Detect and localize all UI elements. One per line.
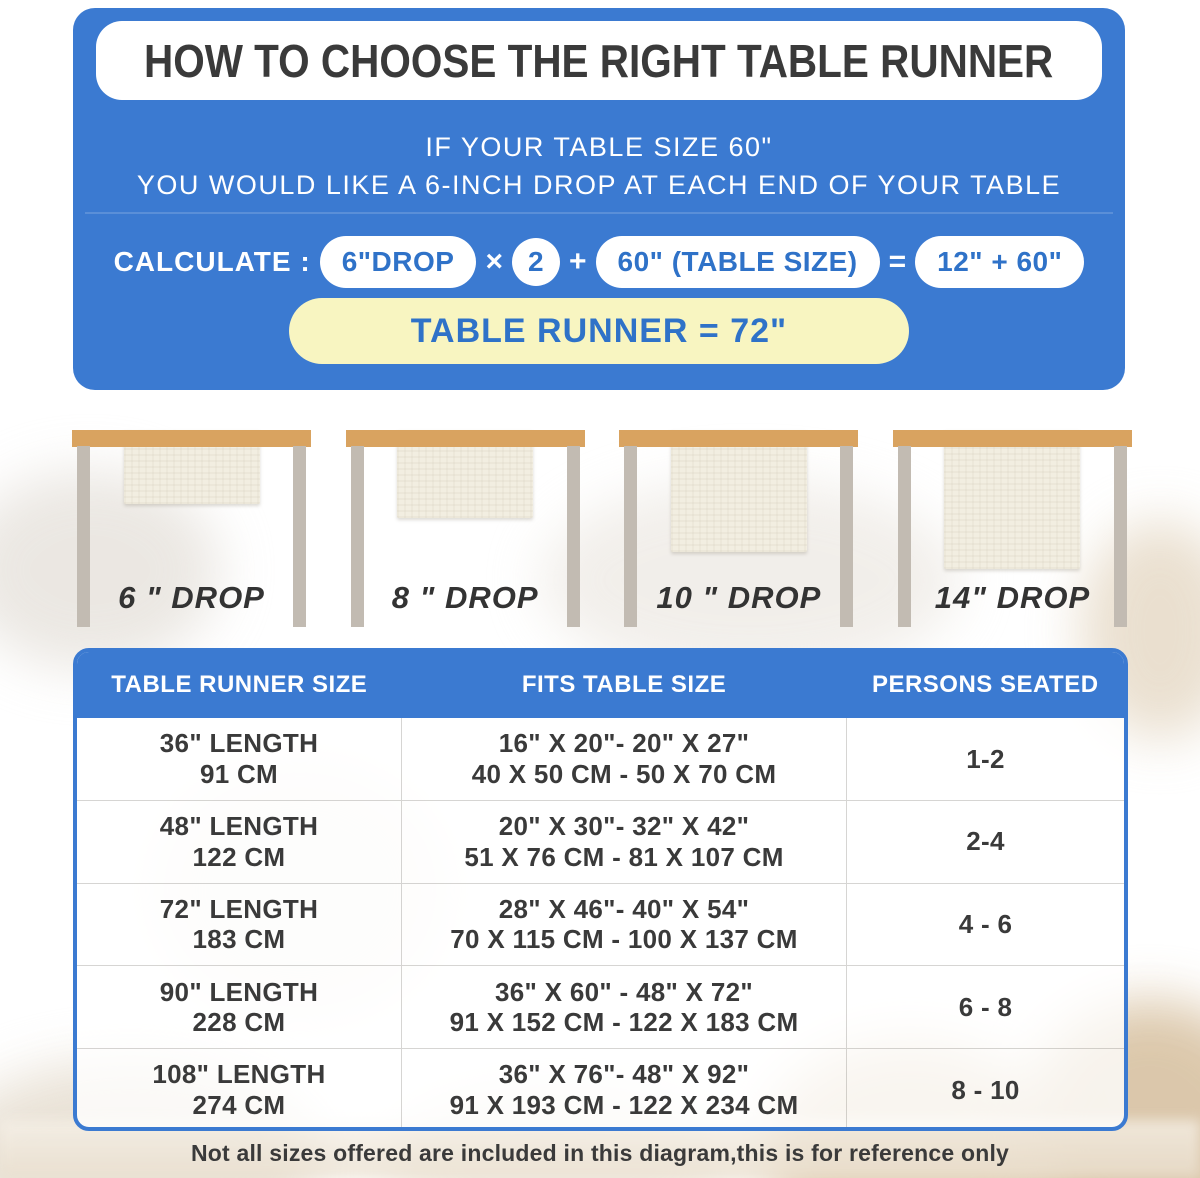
- fits-size-cell: 20" X 30"- 32" X 42" 51 X 76 CM - 81 X 1…: [400, 800, 848, 883]
- drop-illustrations: 6 " DROP 8 " DROP 10 " DROP 14" DROP: [72, 424, 1132, 630]
- column-header-fits-size: FITS TABLE SIZE: [521, 671, 727, 698]
- table-leg: [566, 446, 580, 627]
- runner-size-inches: 48" LENGTH: [159, 811, 319, 842]
- size-reference-table: TABLE RUNNER SIZE FITS TABLE SIZE PERSON…: [73, 648, 1128, 1131]
- tabletop-graphic: [345, 430, 585, 447]
- drop-label: 6 " DROP: [118, 580, 265, 615]
- runner-size-inches: 36" LENGTH: [159, 728, 319, 759]
- runner-size-cell: 90" LENGTH 228 CM: [77, 966, 401, 1048]
- runner-size-inches: 90" LENGTH: [159, 976, 319, 1007]
- table-leg: [293, 446, 306, 627]
- tabletop-graphic: [619, 430, 859, 447]
- calculation-formula: CALCULATE : 6"DROP × 2 + 60" (TABLE SIZE…: [73, 236, 1125, 288]
- persons-cell: 1-2: [966, 743, 1005, 774]
- fits-size-inches: 20" X 30"- 32" X 42": [498, 811, 750, 842]
- fits-size-cm: 91 X 193 CM - 122 X 234 CM: [449, 1090, 799, 1121]
- table-illustration-10in: 10 " DROP: [619, 424, 859, 630]
- persons-cell: 8 - 10: [951, 1074, 1020, 1105]
- runner-size-cell: 108" LENGTH 274 CM: [77, 1049, 401, 1127]
- table-leg: [897, 446, 911, 627]
- table-leg: [1113, 446, 1127, 627]
- subtitle-line-2: YOU WOULD LIKE A 6-INCH DROP AT EACH END…: [136, 170, 1062, 200]
- fits-size-cm: 51 X 76 CM - 81 X 107 CM: [464, 841, 784, 872]
- persons-cell: 6 - 8: [958, 991, 1013, 1022]
- multiply-sign: ×: [485, 245, 503, 278]
- fits-size-cell: 16" X 20"- 20" X 27" 40 X 50 CM - 50 X 7…: [400, 718, 848, 800]
- runner-size-cm: 228 CM: [192, 1007, 286, 1038]
- fits-size-cm: 91 X 152 CM - 122 X 183 CM: [449, 1007, 799, 1038]
- table-size-pill: 60" (TABLE SIZE): [595, 236, 880, 288]
- table-header-row: TABLE RUNNER SIZE FITS TABLE SIZE PERSON…: [77, 652, 1124, 718]
- table-leg: [840, 446, 854, 627]
- table-leg: [624, 446, 638, 627]
- fits-size-inches: 28" X 46"- 40" X 54": [498, 893, 750, 924]
- runner-size-cm: 183 CM: [192, 924, 286, 955]
- calculate-label: CALCULATE :: [113, 246, 311, 277]
- header-divider: [85, 212, 1113, 214]
- fits-size-inches: 36" X 76"- 48" X 92": [498, 1059, 750, 1090]
- drop-value-pill: 6"DROP: [319, 236, 477, 288]
- runner-size-cm: 122 CM: [192, 841, 286, 872]
- tabletop-graphic: [892, 430, 1132, 447]
- runner-size-inches: 72" LENGTH: [159, 893, 319, 924]
- fits-size-cell: 28" X 46"- 40" X 54" 70 X 115 CM - 100 X…: [400, 883, 848, 966]
- table-leg: [77, 446, 90, 627]
- column-header-persons: PERSONS SEATED: [871, 671, 1099, 698]
- table-illustration-14in: 14" DROP: [892, 424, 1132, 630]
- table-illustration-8in: 8 " DROP: [345, 424, 585, 630]
- equals-sign: =: [888, 245, 907, 278]
- subtitle-line-1: IF YOUR TABLE SIZE 60": [425, 132, 773, 162]
- header-panel: HOW TO CHOOSE THE RIGHT TABLE RUNNER IF …: [73, 8, 1125, 390]
- fits-size-inches: 36" X 60" - 48" X 72": [495, 976, 753, 1007]
- sum-pill: 12" + 60": [915, 236, 1085, 288]
- tabletop-graphic: [72, 430, 311, 447]
- runner-graphic: [944, 430, 1081, 569]
- fits-size-inches: 16" X 20"- 20" X 27": [498, 728, 750, 759]
- runner-size-cell: 36" LENGTH 91 CM: [77, 718, 401, 800]
- table-row: 48" LENGTH 122 CM 20" X 30"- 32" X 42" 5…: [77, 799, 1124, 883]
- runner-size-cm: 91 CM: [199, 758, 279, 789]
- title-banner: HOW TO CHOOSE THE RIGHT TABLE RUNNER: [96, 21, 1102, 100]
- runner-size-inches: 108" LENGTH: [152, 1059, 326, 1090]
- drop-label: 10 " DROP: [656, 580, 822, 615]
- multiplier-badge: 2: [511, 238, 560, 286]
- fits-size-cell: 36" X 76"- 48" X 92" 91 X 193 CM - 122 X…: [400, 1049, 848, 1127]
- table-row: 108" LENGTH 274 CM 36" X 76"- 48" X 92" …: [77, 1048, 1124, 1127]
- runner-size-cell: 48" LENGTH 122 CM: [77, 801, 401, 883]
- persons-cell: 2-4: [966, 826, 1005, 857]
- fits-size-cm: 40 X 50 CM - 50 X 70 CM: [471, 758, 777, 789]
- fits-size-cm: 70 X 115 CM - 100 X 137 CM: [450, 924, 798, 955]
- drop-label: 14" DROP: [934, 580, 1091, 615]
- fits-size-cell: 36" X 60" - 48" X 72" 91 X 152 CM - 122 …: [400, 966, 848, 1049]
- runner-graphic: [670, 430, 807, 552]
- table-row: 36" LENGTH 91 CM 16" X 20"- 20" X 27" 40…: [77, 718, 1124, 800]
- result-banner: TABLE RUNNER = 72": [289, 298, 909, 364]
- table-row: 72" LENGTH 183 CM 28" X 46"- 40" X 54" 7…: [77, 882, 1124, 966]
- plus-sign: +: [568, 245, 587, 278]
- runner-size-cm: 274 CM: [192, 1090, 286, 1121]
- persons-cell: 4 - 6: [958, 909, 1013, 940]
- drop-label: 8 " DROP: [391, 580, 539, 615]
- column-header-runner-size: TABLE RUNNER SIZE: [111, 671, 368, 698]
- runner-size-cell: 72" LENGTH 183 CM: [77, 884, 401, 966]
- table-row: 90" LENGTH 228 CM 36" X 60" - 48" X 72" …: [77, 965, 1124, 1049]
- reference-footnote: Not all sizes offered are included in th…: [190, 1140, 1010, 1166]
- table-illustration-6in: 6 " DROP: [72, 424, 311, 630]
- page-title: HOW TO CHOOSE THE RIGHT TABLE RUNNER: [144, 34, 1054, 87]
- table-leg: [350, 446, 364, 627]
